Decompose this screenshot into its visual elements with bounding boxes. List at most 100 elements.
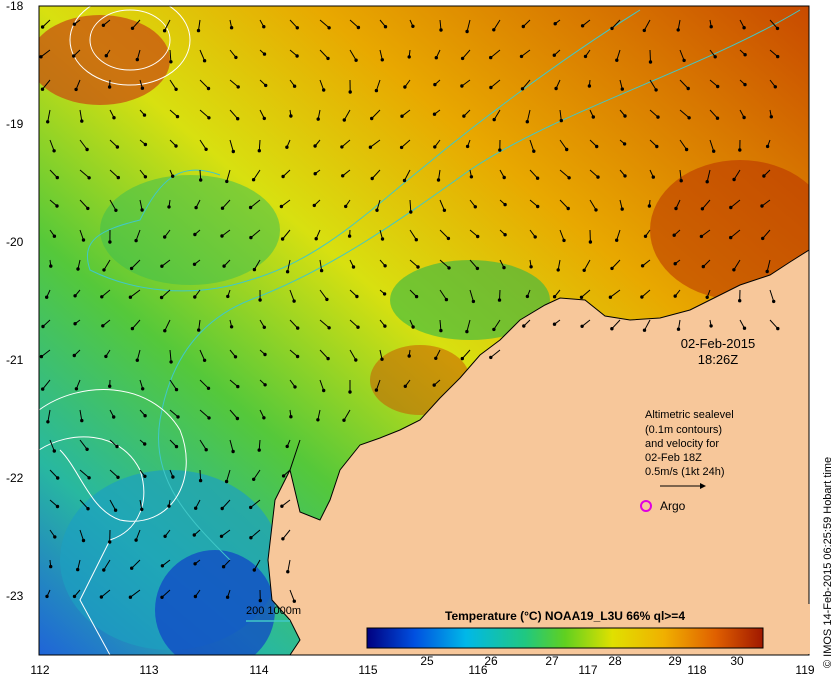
velocity-arrow-head bbox=[141, 209, 143, 211]
velocity-arrow-head bbox=[194, 233, 196, 235]
velocity-arrow-head bbox=[328, 327, 330, 329]
velocity-arrow-head bbox=[466, 30, 468, 32]
velocity-arrow-head bbox=[54, 536, 56, 538]
velocity-arrow-head bbox=[161, 565, 163, 567]
velocity-arrow-head bbox=[135, 539, 137, 541]
velocity-arrow-head bbox=[53, 150, 55, 152]
velocity-arrow-head bbox=[172, 175, 174, 177]
velocity-arrow-head bbox=[706, 296, 708, 298]
depth-label: 200 1000m bbox=[246, 605, 301, 617]
velocity-arrow-head bbox=[175, 88, 177, 90]
velocity-arrow-head bbox=[730, 236, 732, 238]
velocity-arrow-head bbox=[253, 478, 255, 480]
credit-text: © IMOS 14-Feb-2015 06:25:59 Hobart time bbox=[822, 390, 836, 670]
velocity-arrow-head bbox=[412, 326, 414, 328]
velocity-arrow-head bbox=[730, 206, 732, 208]
velocity-arrow-head bbox=[568, 177, 570, 179]
velocity-arrow-head bbox=[710, 325, 712, 327]
velocity-arrow-head bbox=[641, 296, 643, 298]
velocity-arrow-head bbox=[42, 388, 44, 390]
velocity-arrow-head bbox=[744, 54, 746, 56]
velocity-arrow-head bbox=[199, 479, 201, 481]
lat-tick-label: -19 bbox=[6, 117, 24, 131]
velocity-arrow-head bbox=[554, 23, 556, 25]
velocity-arrow-head bbox=[415, 295, 417, 297]
velocity-arrow-head bbox=[258, 449, 260, 451]
velocity-arrow-head bbox=[328, 27, 330, 29]
velocity-arrow-head bbox=[674, 295, 676, 297]
velocity-arrow-head bbox=[81, 419, 83, 421]
velocity-arrow-head bbox=[81, 120, 83, 122]
velocity-arrow-head bbox=[136, 58, 138, 60]
velocity-arrow-head bbox=[294, 386, 296, 388]
velocity-arrow-head bbox=[195, 206, 197, 208]
velocity-arrow-head bbox=[343, 119, 345, 121]
velocity-arrow-head bbox=[739, 300, 741, 302]
velocity-arrow-head bbox=[56, 176, 58, 178]
velocity-arrow-head bbox=[437, 179, 439, 181]
velocity-arrow-head bbox=[404, 385, 406, 387]
velocity-arrow-head bbox=[314, 145, 316, 147]
velocity-arrow-head bbox=[342, 175, 344, 177]
velocity-arrow-head bbox=[102, 24, 104, 26]
velocity-arrow-head bbox=[534, 236, 536, 238]
velocity-arrow-head bbox=[297, 327, 299, 329]
velocity-arrow-head bbox=[315, 238, 317, 240]
velocity-arrow-head bbox=[611, 328, 613, 330]
velocity-arrow-head bbox=[109, 541, 111, 543]
velocity-arrow-head bbox=[440, 329, 442, 331]
legend-line: 02-Feb 18Z bbox=[645, 452, 702, 464]
velocity-arrow-head bbox=[621, 208, 623, 210]
velocity-arrow-head bbox=[384, 325, 386, 327]
velocity-arrow-head bbox=[504, 203, 506, 205]
velocity-arrow-head bbox=[417, 266, 419, 268]
velocity-arrow-head bbox=[86, 148, 88, 150]
velocity-arrow-head bbox=[296, 55, 298, 57]
velocity-arrow-head bbox=[643, 329, 645, 331]
legend-line: Altimetric sealevel bbox=[645, 409, 734, 421]
velocity-arrow-head bbox=[253, 268, 255, 270]
velocity-arrow-head bbox=[371, 117, 373, 119]
velocity-arrow-head bbox=[652, 176, 654, 178]
velocity-arrow-head bbox=[503, 266, 505, 268]
velocity-arrow-head bbox=[716, 117, 718, 119]
velocity-arrow-head bbox=[536, 177, 538, 179]
velocity-arrow-head bbox=[296, 355, 298, 357]
velocity-arrow-head bbox=[401, 115, 403, 117]
velocity-arrow-head bbox=[743, 327, 745, 329]
velocity-arrow-head bbox=[263, 26, 265, 28]
velocity-arrow-head bbox=[702, 265, 704, 267]
velocity-arrow-head bbox=[352, 266, 354, 268]
velocity-arrow-head bbox=[448, 267, 450, 269]
velocity-arrow-head bbox=[105, 355, 107, 357]
velocity-arrow-head bbox=[114, 509, 116, 511]
velocity-arrow-head bbox=[286, 271, 288, 273]
velocity-arrow-head bbox=[410, 211, 412, 213]
velocity-arrow-head bbox=[73, 354, 75, 356]
velocity-arrow-head bbox=[641, 265, 643, 267]
velocity-arrow-head bbox=[643, 29, 645, 31]
velocity-arrow-head bbox=[557, 269, 559, 271]
velocity-arrow-head bbox=[470, 176, 472, 178]
velocity-arrow-head bbox=[566, 148, 568, 150]
velocity-arrow-head bbox=[706, 181, 708, 183]
velocity-arrow-head bbox=[73, 595, 75, 597]
velocity-arrow-head bbox=[164, 330, 166, 332]
velocity-arrow-head bbox=[232, 150, 234, 152]
velocity-arrow-head bbox=[717, 85, 719, 87]
velocity-arrow-head bbox=[205, 449, 207, 451]
map-date: 02-Feb-2015 bbox=[681, 336, 755, 351]
velocity-arrow-head bbox=[170, 61, 172, 63]
velocity-arrow-head bbox=[115, 209, 117, 211]
velocity-arrow-head bbox=[376, 209, 378, 211]
velocity-arrow-head bbox=[490, 356, 492, 358]
velocity-arrow-head bbox=[763, 175, 765, 177]
velocity-arrow-head bbox=[281, 238, 283, 240]
colorbar-title: Temperature (°C) NOAA19_L3U 66% ql>=4 bbox=[445, 609, 685, 623]
velocity-arrow-head bbox=[75, 388, 77, 390]
velocity-arrow-head bbox=[234, 356, 236, 358]
velocity-arrow-head bbox=[477, 235, 479, 237]
velocity-arrow-head bbox=[56, 205, 58, 207]
velocity-arrow-head bbox=[87, 508, 89, 510]
lon-tick-label: 113 bbox=[139, 663, 158, 677]
